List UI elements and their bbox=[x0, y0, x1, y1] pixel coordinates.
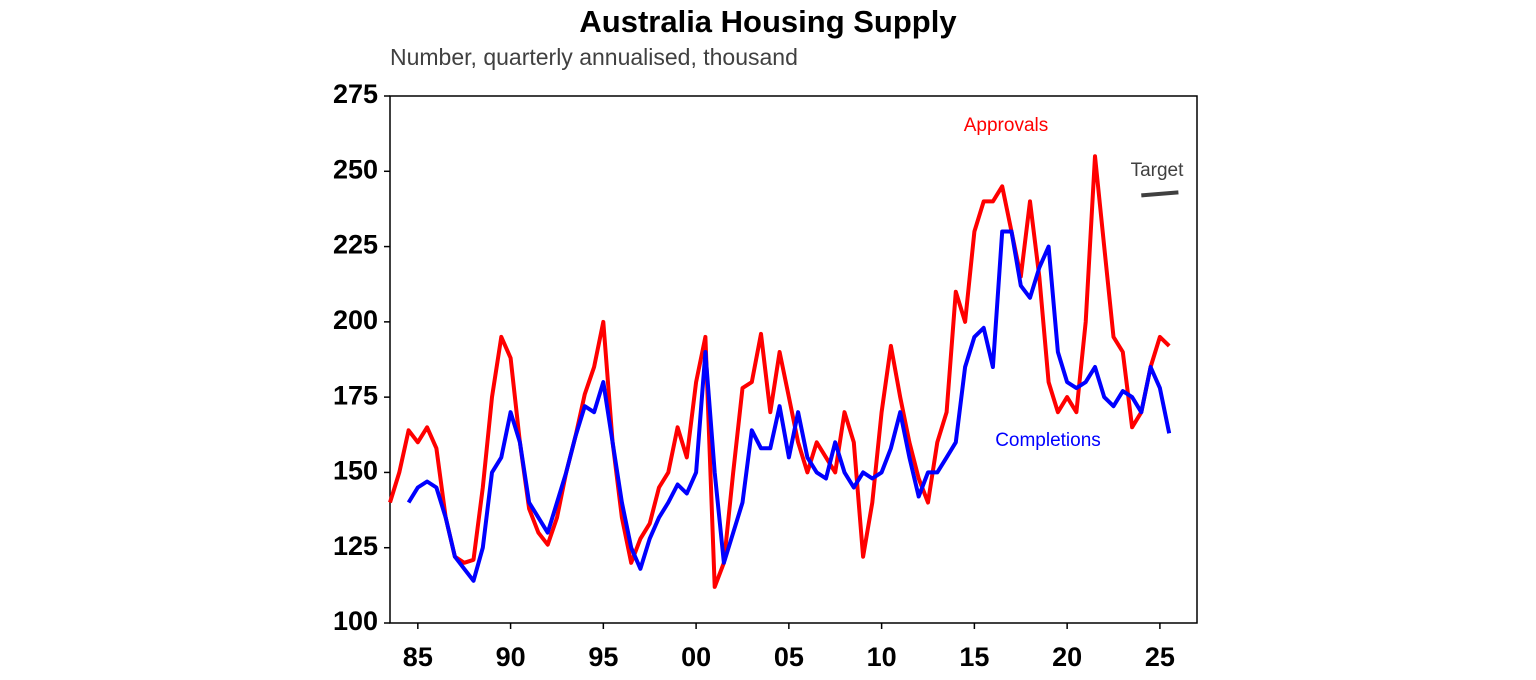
y-tick-label: 150 bbox=[333, 456, 378, 486]
chart-subtitle: Number, quarterly annualised, thousand bbox=[390, 44, 798, 70]
series-label: Completions bbox=[995, 430, 1101, 451]
chart-title: Australia Housing Supply bbox=[579, 4, 957, 39]
y-tick-label: 125 bbox=[333, 531, 378, 561]
x-tick-label: 90 bbox=[496, 642, 526, 672]
x-tick-label: 25 bbox=[1145, 642, 1175, 672]
x-tick-label: 15 bbox=[959, 642, 989, 672]
y-tick-label: 250 bbox=[333, 154, 378, 184]
y-tick-label: 175 bbox=[333, 380, 378, 410]
target-label: Target bbox=[1131, 160, 1185, 181]
series-label: Approvals bbox=[964, 115, 1049, 136]
y-tick-label: 225 bbox=[333, 230, 378, 260]
target-line bbox=[1141, 190, 1179, 198]
series-line bbox=[388, 154, 1171, 589]
series-line bbox=[406, 229, 1172, 583]
x-tick-label: 20 bbox=[1052, 642, 1082, 672]
y-tick-label: 200 bbox=[333, 305, 378, 335]
plot-frame bbox=[389, 95, 1198, 624]
y-tick-label: 100 bbox=[333, 606, 378, 636]
x-tick-label: 10 bbox=[867, 642, 897, 672]
y-tick-label: 275 bbox=[333, 79, 378, 109]
x-tick-label: 00 bbox=[681, 642, 711, 672]
x-tick-label: 95 bbox=[588, 642, 618, 672]
x-tick-label: 05 bbox=[774, 642, 804, 672]
x-tick-label: 85 bbox=[403, 642, 433, 672]
